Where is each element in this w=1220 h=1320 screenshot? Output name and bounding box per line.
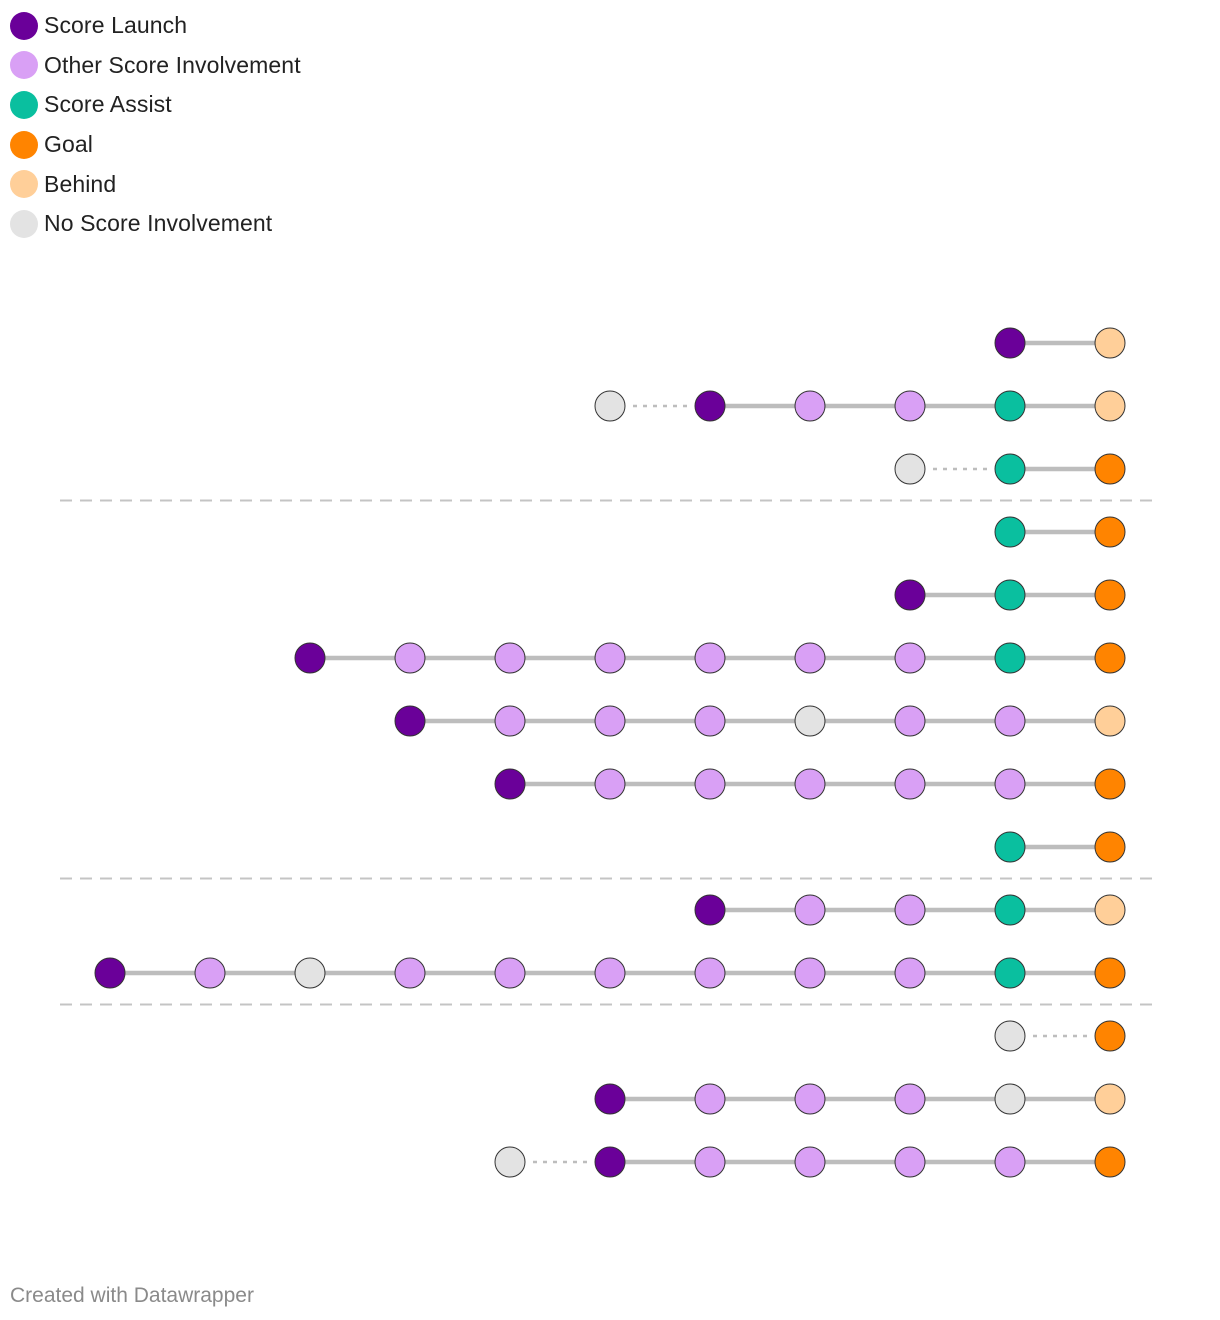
chain-node-other[interactable] <box>794 768 826 800</box>
chain-node-launch[interactable] <box>494 768 526 800</box>
chain-node-other[interactable] <box>194 957 226 989</box>
chain-node-assist[interactable] <box>994 579 1026 611</box>
chain-node-goal[interactable] <box>1094 453 1126 485</box>
chain-node-other[interactable] <box>894 390 926 422</box>
legend-item-behind[interactable]: Behind <box>10 164 301 204</box>
chain-node-none[interactable] <box>594 390 626 422</box>
score-assist-swatch-icon <box>10 90 38 119</box>
chain-node-launch[interactable] <box>94 957 126 989</box>
chain-node-other[interactable] <box>794 894 826 926</box>
chain-node-other[interactable] <box>894 1083 926 1115</box>
chain-node-goal[interactable] <box>1094 642 1126 674</box>
legend-label: Other Score Involvement <box>44 51 301 78</box>
chain-node-none[interactable] <box>794 705 826 737</box>
chain-node-other[interactable] <box>394 642 426 674</box>
chain-node-other[interactable] <box>894 768 926 800</box>
chain-node-other[interactable] <box>694 705 726 737</box>
chain-node-behind[interactable] <box>1094 705 1126 737</box>
chain-node-other[interactable] <box>594 705 626 737</box>
legend-item-no-score-involvement[interactable]: No Score Involvement <box>10 204 301 244</box>
chain-node-other[interactable] <box>594 642 626 674</box>
chain-node-goal[interactable] <box>1094 768 1126 800</box>
chain-node-other[interactable] <box>994 1146 1026 1178</box>
legend-item-other-score-involvement[interactable]: Other Score Involvement <box>10 46 301 86</box>
chain-node-none[interactable] <box>294 957 326 989</box>
chain-node-behind[interactable] <box>1094 1083 1126 1115</box>
chain-node-launch[interactable] <box>894 579 926 611</box>
chain-node-launch[interactable] <box>394 705 426 737</box>
chain-node-other[interactable] <box>694 957 726 989</box>
chain-node-other[interactable] <box>894 705 926 737</box>
chain-node-behind[interactable] <box>1094 894 1126 926</box>
chain-node-other[interactable] <box>994 768 1026 800</box>
no-involvement-swatch-icon <box>10 209 38 238</box>
chain-node-assist[interactable] <box>994 516 1026 548</box>
legend-label: Score Launch <box>44 12 188 39</box>
chain-node-launch[interactable] <box>994 327 1026 359</box>
chain-node-other[interactable] <box>794 390 826 422</box>
chain-node-other[interactable] <box>794 1146 826 1178</box>
chain-node-other[interactable] <box>794 642 826 674</box>
chain-node-goal[interactable] <box>1094 831 1126 863</box>
legend: Score Launch Other Score Involvement Sco… <box>10 6 301 244</box>
legend-item-score-launch[interactable]: Score Launch <box>10 6 301 46</box>
chain-node-other[interactable] <box>694 1083 726 1115</box>
chain-node-other[interactable] <box>894 642 926 674</box>
legend-label: Goal <box>44 131 93 158</box>
behind-swatch-icon <box>10 170 38 199</box>
chain-node-assist[interactable] <box>994 957 1026 989</box>
chain-node-other[interactable] <box>794 957 826 989</box>
chain-node-launch[interactable] <box>694 894 726 926</box>
chain-node-assist[interactable] <box>994 453 1026 485</box>
chain-node-none[interactable] <box>994 1020 1026 1052</box>
chain-node-launch[interactable] <box>594 1146 626 1178</box>
chain-node-behind[interactable] <box>1094 390 1126 422</box>
chain-node-none[interactable] <box>494 1146 526 1178</box>
chain-node-behind[interactable] <box>1094 327 1126 359</box>
chain-node-assist[interactable] <box>994 642 1026 674</box>
chain-node-assist[interactable] <box>994 831 1026 863</box>
chain-node-other[interactable] <box>694 1146 726 1178</box>
legend-label: No Score Involvement <box>44 210 273 237</box>
chain-node-goal[interactable] <box>1094 1020 1126 1052</box>
footer-credit[interactable]: Created with Datawrapper <box>10 1284 254 1307</box>
chain-node-other[interactable] <box>394 957 426 989</box>
chain-node-goal[interactable] <box>1094 579 1126 611</box>
chain-node-launch[interactable] <box>594 1083 626 1115</box>
chain-node-other[interactable] <box>694 642 726 674</box>
score-launch-swatch-icon <box>10 11 38 40</box>
chain-node-other[interactable] <box>894 894 926 926</box>
chain-node-none[interactable] <box>994 1083 1026 1115</box>
goal-swatch-icon <box>10 130 38 159</box>
chain-node-none[interactable] <box>894 453 926 485</box>
chain-node-launch[interactable] <box>294 642 326 674</box>
chain-node-assist[interactable] <box>994 894 1026 926</box>
legend-label: Score Assist <box>44 91 172 118</box>
legend-item-score-assist[interactable]: Score Assist <box>10 85 301 125</box>
chain-node-other[interactable] <box>894 957 926 989</box>
chain-node-other[interactable] <box>794 1083 826 1115</box>
chain-node-other[interactable] <box>594 957 626 989</box>
chain-node-other[interactable] <box>494 705 526 737</box>
other-involvement-swatch-icon <box>10 51 38 80</box>
chain-node-goal[interactable] <box>1094 1146 1126 1178</box>
chain-node-assist[interactable] <box>994 390 1026 422</box>
legend-label: Behind <box>44 170 117 197</box>
chain-node-goal[interactable] <box>1094 516 1126 548</box>
chain-node-goal[interactable] <box>1094 957 1126 989</box>
chain-node-other[interactable] <box>494 957 526 989</box>
chain-node-other[interactable] <box>594 768 626 800</box>
chain-node-other[interactable] <box>994 705 1026 737</box>
chain-node-launch[interactable] <box>694 390 726 422</box>
legend-item-goal[interactable]: Goal <box>10 125 301 165</box>
chain-node-other[interactable] <box>494 642 526 674</box>
chain-node-other[interactable] <box>894 1146 926 1178</box>
chain-node-other[interactable] <box>694 768 726 800</box>
